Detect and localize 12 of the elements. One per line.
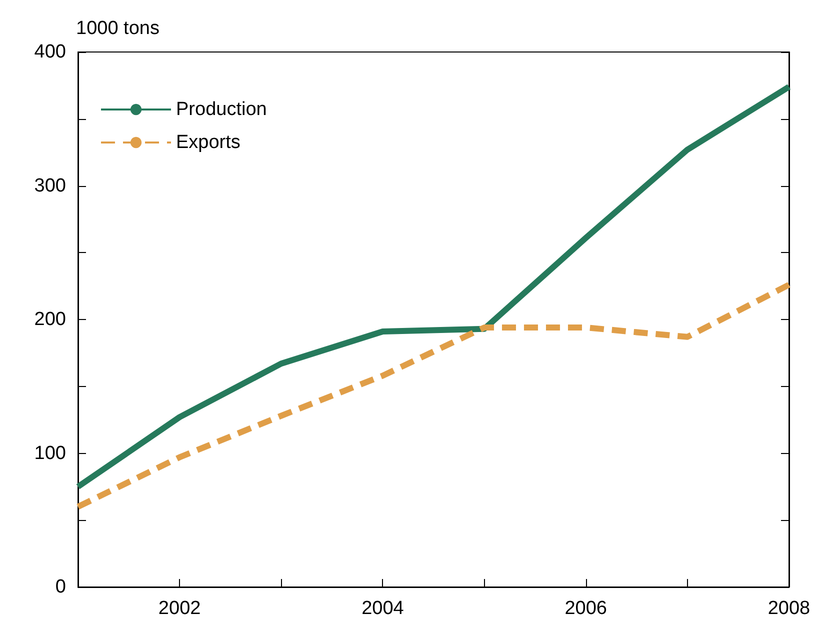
x-tick-label: 2008 — [768, 598, 810, 619]
y-tick-label: 100 — [34, 442, 66, 464]
x-tick-label: 2004 — [362, 598, 404, 619]
y-axis-title: 1000 tons — [76, 18, 160, 39]
y-tick-label: 0 — [55, 576, 66, 598]
y-tick-label: 300 — [34, 175, 66, 196]
x-tick-label: 2006 — [564, 598, 607, 619]
x-tick-label: 2002 — [158, 598, 201, 619]
y-tick-label: 200 — [34, 309, 66, 330]
y-tick-label: 400 — [34, 42, 66, 62]
legend-label: Exports — [176, 132, 240, 153]
legend-label: Production — [176, 99, 267, 120]
